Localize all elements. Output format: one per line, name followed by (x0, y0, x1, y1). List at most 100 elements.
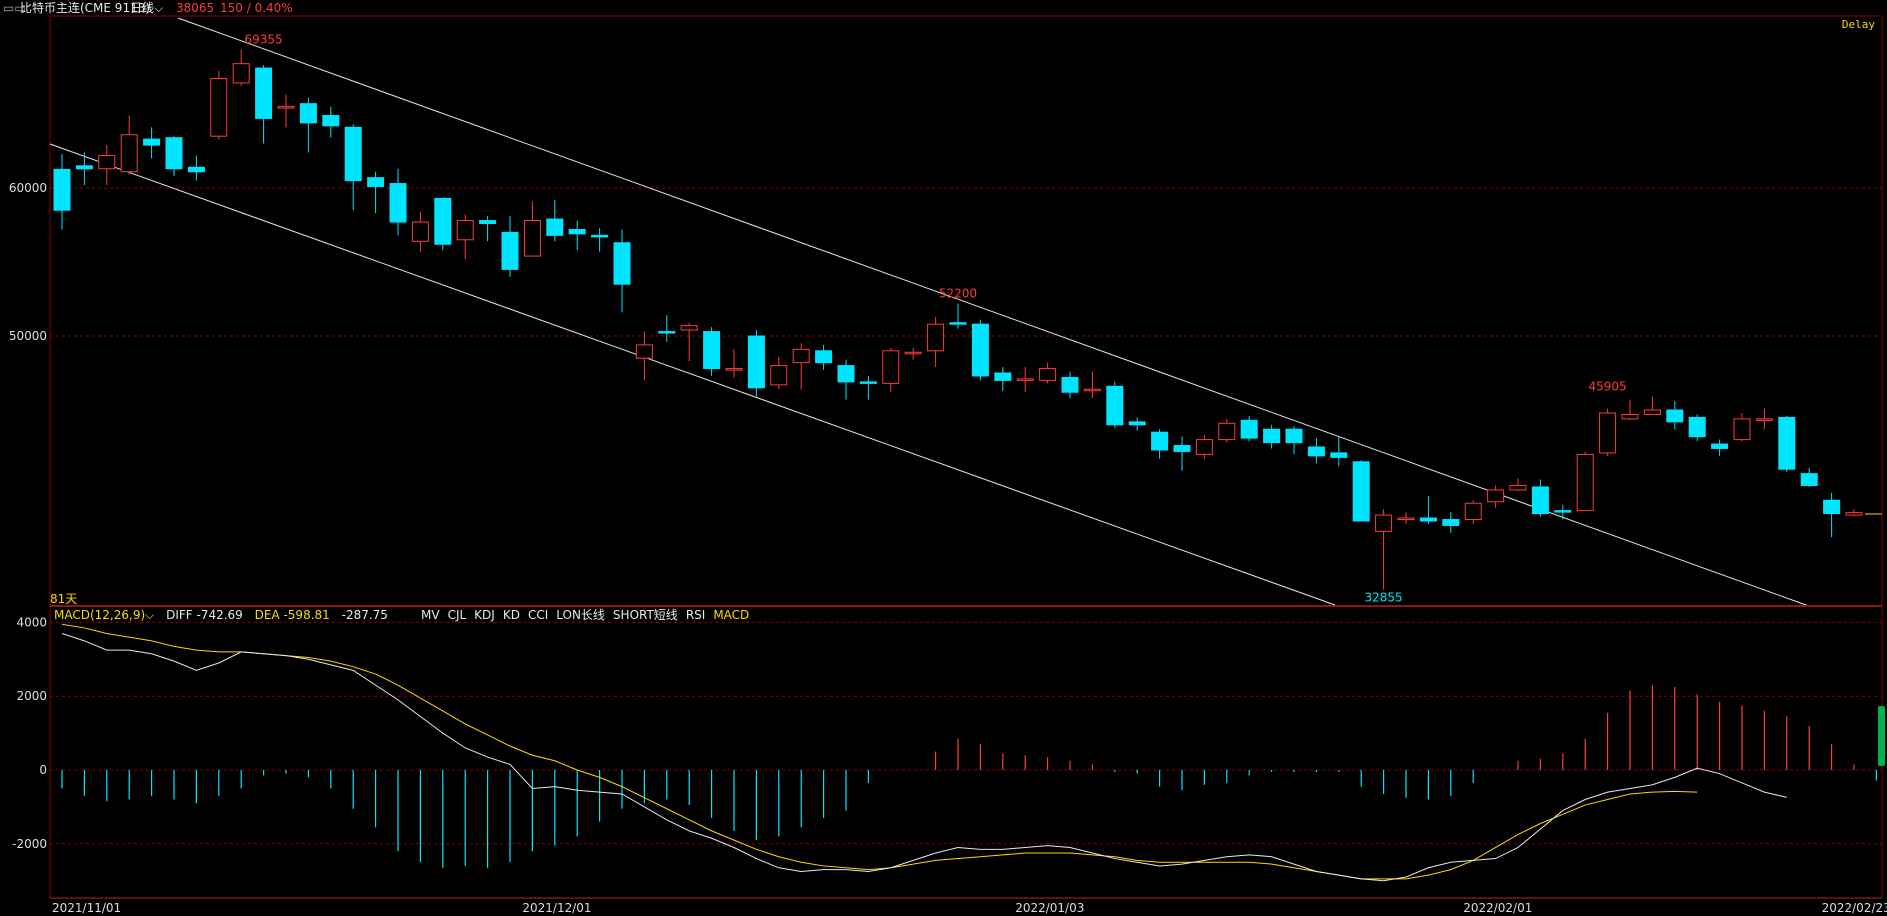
candle (1755, 418, 1773, 421)
top-toolbar: ▭▭ 比特币主连(CME 9113) 日线⌵ 38065 150 / 0.40% (0, 0, 1887, 16)
price-change: 150 / 0.40% (220, 1, 293, 15)
window-icon[interactable]: ▭▭ (3, 1, 26, 15)
candle (1016, 378, 1034, 381)
candle (299, 103, 317, 124)
candle (98, 154, 116, 170)
date-tick-label: 2022/01/03 (1015, 901, 1084, 915)
candle (1823, 499, 1841, 515)
diff-value: DIFF -742.69 (166, 608, 243, 622)
date-tick-label: 2021/11/01 (52, 901, 121, 915)
indicator-tab-kdj[interactable]: KDJ (474, 608, 495, 622)
chevron-down-icon: ⌵ (154, 1, 164, 15)
candle (1576, 453, 1594, 512)
candle (1419, 517, 1437, 522)
candle (322, 114, 340, 127)
candle (658, 331, 676, 334)
candle (1352, 461, 1370, 522)
channel-upper-line (177, 17, 1807, 606)
candle (1106, 385, 1124, 426)
indicator-name[interactable]: MACD(12,26,9) (54, 608, 146, 622)
candle (53, 168, 71, 211)
candle (1307, 446, 1325, 457)
macd-tick-label: 4000 (16, 615, 47, 629)
candle (1397, 517, 1415, 521)
indicator-tab-cci[interactable]: CCI (527, 608, 549, 622)
days-count: 81天 (50, 592, 78, 606)
candle (882, 350, 900, 384)
candle (1083, 388, 1101, 392)
price-annotation: 45905 (1589, 380, 1627, 394)
candle (75, 165, 93, 170)
indicator-tab-rsi[interactable]: RSI (685, 608, 706, 622)
candle (523, 220, 541, 257)
macd-tick-label: -2000 (12, 837, 47, 851)
candle (837, 365, 855, 383)
candle (1778, 416, 1796, 470)
indicator-tab-mv[interactable]: MV (421, 608, 440, 622)
candle (1599, 412, 1617, 454)
candle (1375, 514, 1393, 532)
candle (1061, 376, 1079, 393)
indicator-tab-lon长线[interactable]: LON长线 (556, 608, 605, 622)
candle (703, 331, 721, 370)
date-tick-label: 2022/02/23 (1822, 901, 1887, 915)
candle (949, 322, 967, 325)
indicator-tab-cjl[interactable]: CJL (447, 608, 467, 622)
candle (1621, 413, 1639, 420)
candle (456, 220, 474, 241)
chart-frame (49, 15, 1883, 899)
indicator-tab-kd[interactable]: KD (502, 608, 520, 622)
candle (635, 344, 653, 359)
candle (613, 242, 631, 285)
delay-badge: Delay (1841, 18, 1875, 31)
candles-group (53, 49, 1863, 590)
symbol-name[interactable]: 比特币主连(CME 9113) (20, 1, 151, 15)
candle (815, 350, 833, 364)
candle (210, 77, 228, 137)
candle (344, 126, 362, 182)
candle (591, 234, 609, 238)
candle (165, 137, 183, 170)
indicator-tab-short短线[interactable]: SHORT短线 (612, 608, 678, 622)
candle (1039, 368, 1057, 381)
candle (747, 335, 765, 389)
candle (1128, 421, 1146, 426)
candle (277, 106, 295, 109)
candle (1195, 439, 1213, 455)
candle (1442, 519, 1460, 526)
channel-lower-line (49, 143, 1336, 606)
dea-line (61, 623, 1698, 880)
date-tick-label: 2021/12/01 (522, 901, 591, 915)
candle (1688, 416, 1706, 438)
macd-tick-label: 0 (39, 763, 47, 777)
scroll-thumb[interactable] (1878, 706, 1885, 766)
grid-lines (50, 187, 1882, 845)
price-tick-label: 50000 (9, 329, 47, 343)
candle (255, 67, 273, 119)
price-annotation: 52200 (939, 286, 977, 300)
indicator-tab-macd[interactable]: MACD (713, 608, 750, 622)
candle (1263, 428, 1281, 444)
date-tick-label: 2022/02/01 (1463, 901, 1532, 915)
price-annotation: 32855 (1365, 591, 1403, 605)
chevron-down-icon[interactable]: ⌵ (145, 608, 155, 622)
candle (859, 381, 877, 384)
indicator-header: MACD(12,26,9)⌵ DIFF -742.69 DEA -598.81 … (54, 607, 396, 623)
candle (546, 218, 564, 236)
period-selector[interactable]: 日线⌵ (130, 0, 163, 16)
axis-labels: 60000 50000 4000 2000 0 -2000 69355 52200 32855 4… (9, 33, 1887, 915)
macd-group (61, 623, 1878, 882)
candle (1711, 443, 1729, 449)
candle (568, 228, 586, 235)
candle (1464, 502, 1482, 521)
candle (1845, 512, 1863, 516)
candle (1218, 422, 1236, 441)
candle (971, 323, 989, 377)
indicator-tabs: MV CJL KDJ KD CCI LON长线 SHORT短线 RSI MACD (421, 607, 757, 623)
candle (501, 231, 519, 270)
last-price: 38065 (176, 1, 215, 15)
candle (904, 351, 922, 355)
price-tick-label: 60000 (9, 181, 47, 195)
candle (1531, 486, 1549, 515)
